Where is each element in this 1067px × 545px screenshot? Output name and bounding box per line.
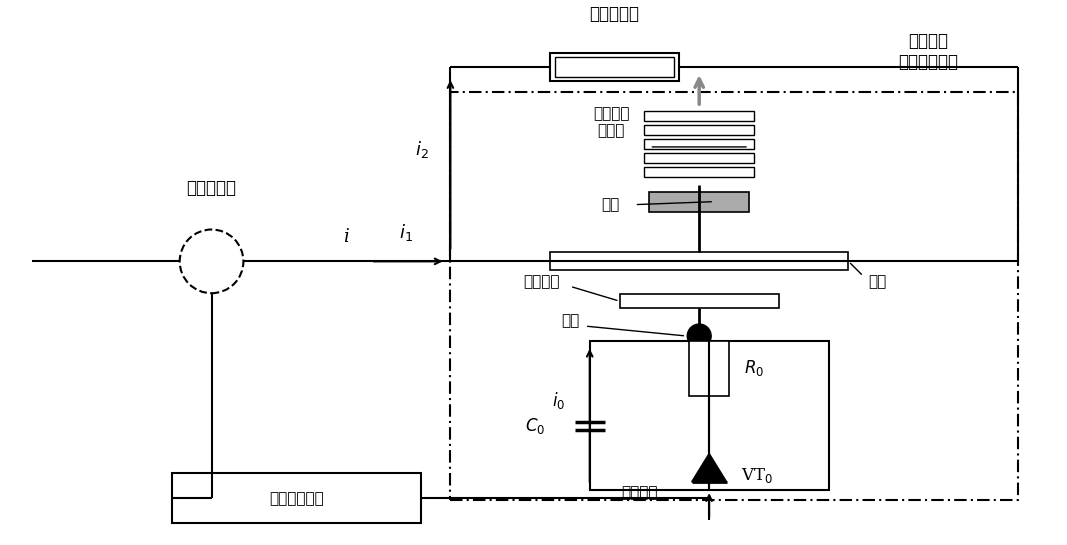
Bar [172, 474, 420, 523]
Bar [644, 139, 754, 149]
Text: 铜排: 铜排 [869, 274, 887, 289]
Circle shape [687, 324, 711, 348]
Bar [550, 252, 848, 270]
Text: 电流传感器: 电流传感器 [187, 179, 237, 197]
Bar [550, 53, 680, 81]
Bar [644, 125, 754, 135]
Text: i: i [343, 228, 349, 246]
Bar [590, 341, 829, 490]
Text: $R_0$: $R_0$ [744, 359, 764, 378]
Bar [650, 192, 749, 211]
Bar [644, 167, 754, 177]
Text: VT$_0$: VT$_0$ [740, 466, 773, 485]
Text: 电子测控单元: 电子测控单元 [269, 490, 323, 506]
Bar [620, 294, 779, 308]
Bar [644, 111, 754, 121]
Text: 火药辅助
分断式开断器: 火药辅助 分断式开断器 [898, 33, 958, 71]
Text: 火药: 火药 [561, 313, 579, 329]
Text: $i_1$: $i_1$ [399, 222, 413, 244]
Text: 点火电路: 点火电路 [621, 485, 657, 500]
Text: 銀片: 銀片 [602, 197, 620, 212]
Text: $i_0$: $i_0$ [552, 390, 564, 411]
Text: 橡胶过盘
灯弧室: 橡胶过盘 灯弧室 [593, 106, 630, 138]
Text: 灯弧燔断器: 灯弧燔断器 [590, 4, 639, 22]
Text: $C_0$: $C_0$ [525, 416, 545, 435]
Text: 运动栅片: 运动栅片 [524, 274, 560, 289]
Bar [555, 57, 674, 77]
Bar [689, 341, 729, 396]
Text: $i_2$: $i_2$ [415, 139, 429, 160]
Bar [644, 153, 754, 163]
Polygon shape [691, 453, 727, 482]
